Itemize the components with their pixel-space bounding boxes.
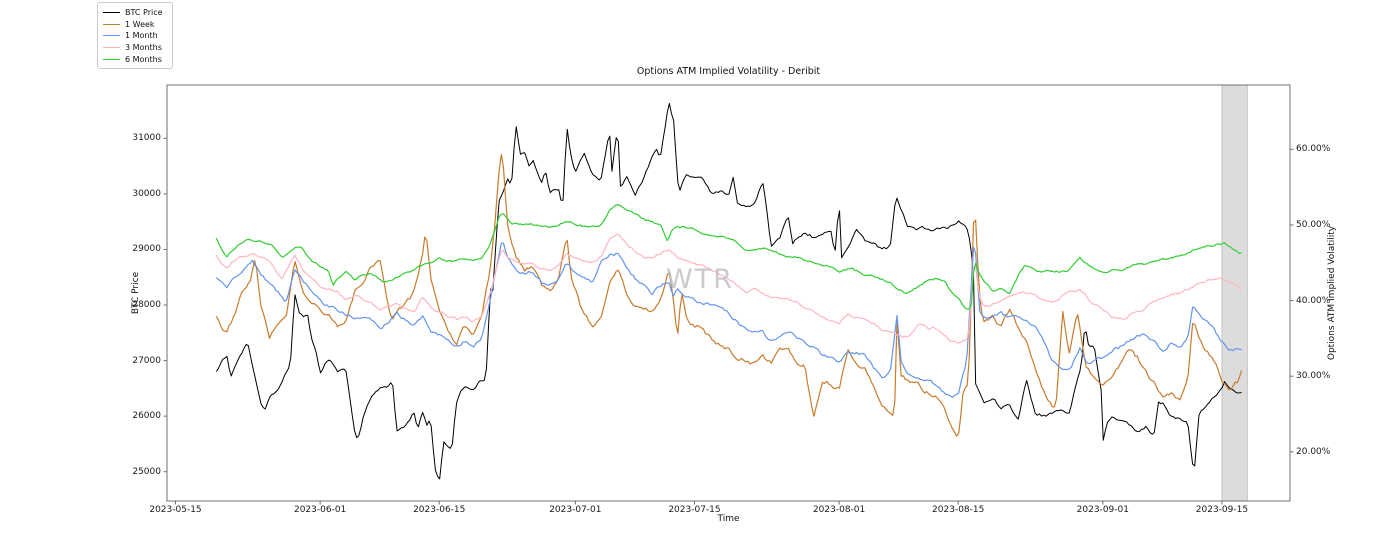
legend-label: 3 Months	[125, 43, 162, 53]
y-left-tick-label: 28000	[132, 300, 161, 311]
y-left-tick-label: 25000	[132, 466, 161, 477]
x-tick-label: 2023-08-15	[932, 505, 985, 515]
x-tick-label: 2023-06-15	[413, 505, 466, 515]
legend-item: BTC Price	[103, 7, 166, 19]
chart-title: Options ATM Implied Volatility - Deribit	[636, 66, 821, 77]
x-tick-label: 2023-09-15	[1195, 505, 1249, 515]
y-left-tick-label: 30000	[132, 188, 161, 199]
y-right-tick-label: 30.00%	[1296, 371, 1331, 382]
legend-label: 1 Week	[125, 19, 155, 29]
legend-item: 1 Week	[103, 19, 166, 31]
x-tick-label: 2023-06-01	[293, 505, 347, 515]
y-right-tick-label: 20.00%	[1296, 446, 1331, 457]
legend-line-swatch	[103, 12, 120, 14]
plot-spines	[166, 84, 1291, 502]
y-left-tick-label: 26000	[132, 411, 161, 422]
legend-line-swatch	[103, 23, 120, 25]
series-line-6-months	[215, 204, 1242, 310]
legend-label: 1 Month	[125, 31, 158, 41]
legend-item: 3 Months	[103, 42, 166, 54]
series-line-1-month	[215, 242, 1242, 398]
legend-line-swatch	[103, 47, 120, 49]
legend-label: BTC Price	[125, 8, 163, 18]
series-line-1-week	[215, 153, 1243, 437]
x-tick-label: 2023-07-15	[668, 505, 721, 515]
series-line-btc-price	[215, 102, 1242, 480]
y-right-tick-label: 60.00%	[1296, 144, 1331, 155]
y-right-tick-label: 50.00%	[1296, 219, 1331, 230]
series-line-3-months	[215, 233, 1242, 344]
x-tick-label: 2023-05-15	[149, 505, 202, 515]
legend-item: 6 Months	[103, 53, 166, 65]
watermark: WTR	[666, 264, 734, 295]
highlight-band	[1221, 84, 1248, 502]
legend-line-swatch	[103, 35, 120, 37]
x-tick-label: 2023-08-01	[812, 505, 866, 515]
legend-item: 1 Month	[103, 30, 166, 42]
y-left-tick-label: 27000	[132, 355, 161, 366]
y-left-tick-label: 31000	[132, 133, 161, 144]
legend-label: 6 Months	[125, 54, 162, 64]
y-right-tick-label: 40.00%	[1296, 295, 1331, 306]
x-tick-label: 2023-09-01	[1076, 505, 1129, 515]
x-tick-label: 2023-07-01	[549, 505, 602, 515]
legend: BTC Price 1 Week 1 Month 3 Months 6 Months	[97, 2, 173, 69]
legend-line-swatch	[103, 58, 120, 60]
x-axis-label: Time	[717, 514, 740, 524]
y-left-tick-label: 29000	[132, 244, 161, 255]
